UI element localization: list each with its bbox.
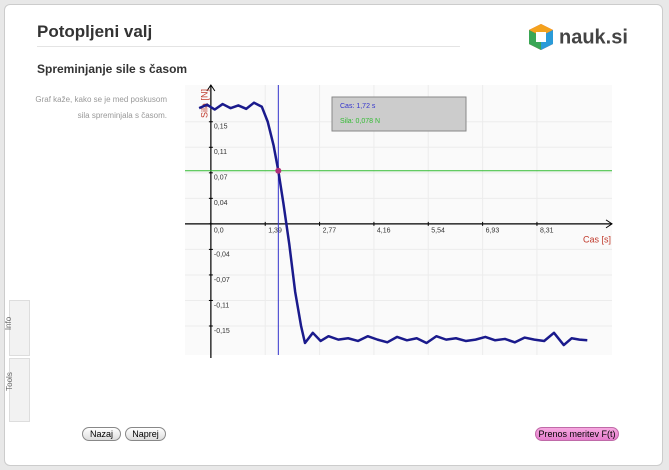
x-tick-label: 5,54 (431, 228, 445, 235)
section-title: Spreminjanje sile s časom (37, 62, 188, 76)
info-tab[interactable]: Info (4, 300, 30, 356)
x-tick-label: 8,31 (540, 228, 554, 235)
logo-icon: nauk.si (529, 24, 628, 50)
y-tick-label: 0,04 (214, 200, 228, 207)
readout-force: Sila: 0,078 N (340, 118, 380, 125)
logo: nauk.si (527, 22, 637, 61)
y-tick-label: 0,15 (214, 124, 228, 131)
back-button[interactable]: Nazaj (82, 427, 121, 441)
x-tick-label: 2,77 (323, 228, 337, 235)
readout-time: Cas: 1,72 s (340, 103, 376, 110)
logo-text: nauk.si (559, 26, 628, 48)
title-rule (37, 46, 460, 47)
x-tick-label: 1,39 (268, 228, 282, 235)
description-line: Graf kaže, kako se je med poskusom (35, 95, 167, 104)
cursor-point (275, 167, 282, 174)
y-tick-label: -0,04 (214, 251, 230, 258)
next-button[interactable]: Naprej (125, 427, 166, 441)
y-axis-arrow (206, 84, 216, 92)
description: Graf kaže, kako se je med poskusom sila … (20, 92, 167, 124)
x-axis-label: Cas [s] (583, 234, 611, 244)
x-tick-label: 4,16 (377, 228, 391, 235)
x-tick-label: 0,0 (214, 228, 224, 235)
x-tick-label: 6,93 (486, 228, 500, 235)
y-tick-label: 0,07 (214, 175, 228, 182)
x-axis-arrow (605, 219, 613, 229)
readout-box (331, 96, 467, 132)
y-tick-label: -0,11 (214, 302, 230, 309)
data-line (198, 101, 588, 347)
y-tick-label: -0,07 (214, 277, 230, 284)
export-button[interactable]: Prenos meritev F(t) (535, 427, 619, 441)
page-title: Potopljeni valj (37, 22, 153, 41)
y-axis-label: Sila [N] (199, 89, 209, 118)
tools-tab[interactable]: Tools (5, 358, 30, 422)
y-tick-label: -0,15 (214, 328, 230, 335)
y-tick-label: 0,11 (214, 149, 227, 156)
description-line: sila spreminjala s časom. (77, 111, 167, 120)
